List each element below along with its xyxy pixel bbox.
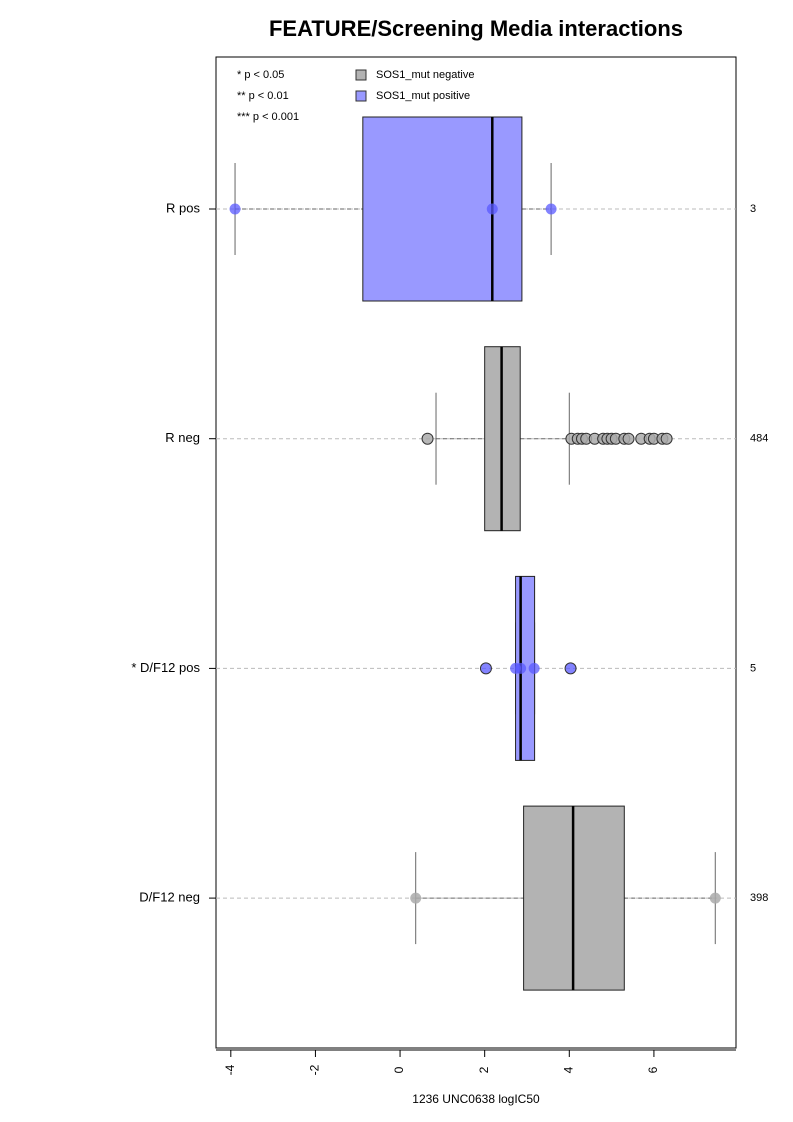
legend-label: SOS1_mut positive — [376, 90, 470, 102]
x-tick-label: -2 — [308, 1064, 322, 1075]
point — [410, 892, 422, 904]
point — [545, 203, 557, 215]
point — [479, 662, 492, 675]
legend-swatch — [355, 69, 367, 81]
x-tick-label: 0 — [392, 1066, 406, 1073]
legend-note: * p < 0.05 — [237, 69, 284, 81]
legend-swatch — [355, 90, 367, 102]
box — [362, 116, 523, 302]
count-label: 484 — [750, 433, 768, 445]
count-label: 3 — [750, 203, 756, 215]
y-tick-label: D/F12 neg — [139, 890, 200, 905]
y-tick-label: R neg — [165, 430, 200, 445]
count-label: 398 — [750, 892, 768, 904]
legend-note: ** p < 0.01 — [237, 90, 289, 102]
x-tick-label: 6 — [646, 1066, 660, 1073]
x-tick-label: -4 — [223, 1064, 237, 1075]
point — [515, 662, 527, 674]
point — [660, 432, 673, 445]
y-tick-label: R pos — [166, 200, 200, 215]
point — [709, 892, 721, 904]
x-axis-label: 1236 UNC0638 logIC50 — [412, 1092, 540, 1106]
point — [564, 662, 577, 675]
x-tick-label: 2 — [477, 1066, 491, 1073]
point — [528, 662, 540, 674]
point — [486, 203, 498, 215]
y-tick-label: * D/F12 pos — [131, 660, 200, 675]
point — [622, 432, 635, 445]
chart-title: FEATURE/Screening Media interactions — [269, 16, 683, 41]
plot-frame — [215, 56, 737, 1049]
x-tick-label: 4 — [561, 1066, 575, 1073]
count-label: 5 — [750, 662, 756, 674]
point — [229, 203, 241, 215]
legend-label: SOS1_mut negative — [376, 69, 474, 81]
legend-note: *** p < 0.001 — [237, 111, 299, 123]
point — [421, 432, 434, 445]
